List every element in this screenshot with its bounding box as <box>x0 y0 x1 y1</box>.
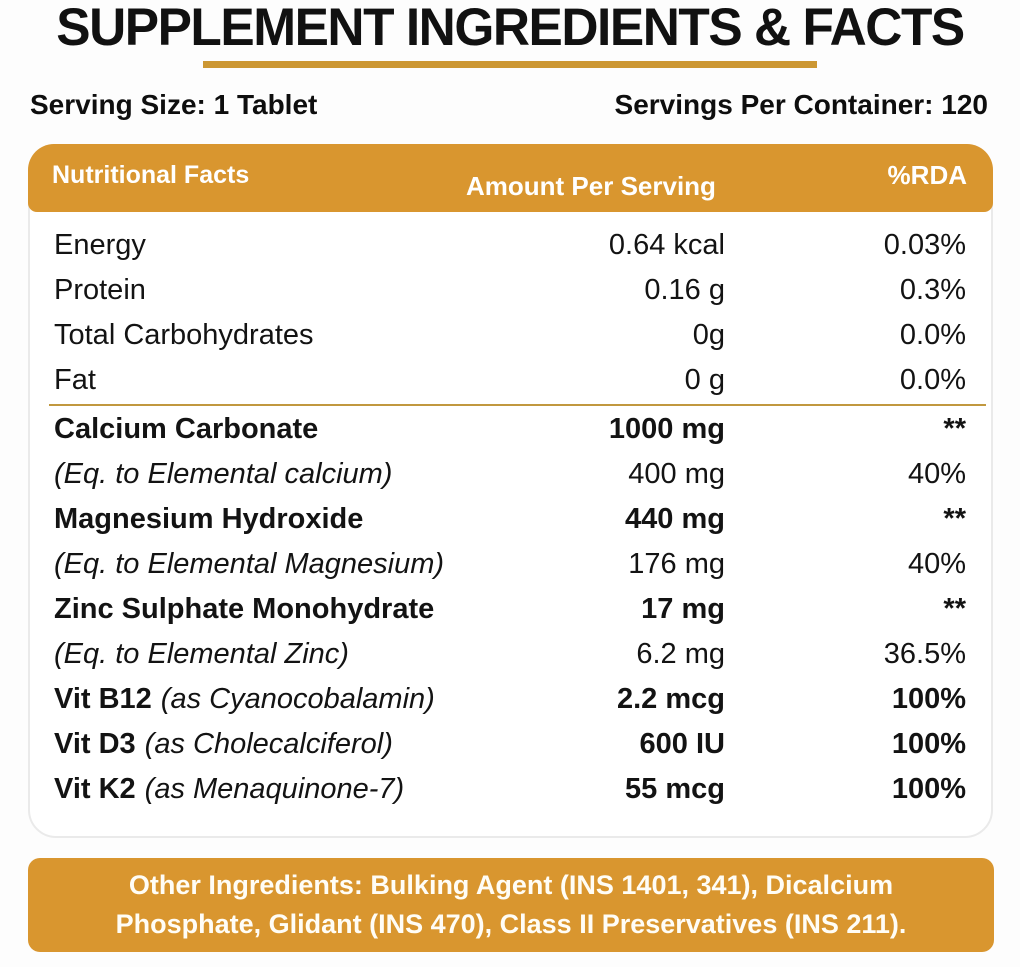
ingredient-name: Calcium Carbonate <box>54 413 319 445</box>
ingredient-rda: 40% <box>907 548 966 580</box>
table-row: (Eq. to Elemental Magnesium) 176 mg 40% <box>30 542 991 587</box>
ingredient-rda: 40% <box>907 458 966 490</box>
table-row: Vit B12 (as Cyanocobalamin) 2.2 mcg 100% <box>30 677 991 722</box>
other-ingredients-text: Other Ingredients: Bulking Agent (INS 14… <box>115 869 907 939</box>
ingredient-amount: 17 mg <box>641 593 725 625</box>
table-row: (Eq. to Elemental calcium) 400 mg 40% <box>30 452 991 497</box>
table-row: Energy 0.64 kcal 0.03% <box>30 223 991 268</box>
ingredient-amount: 0.64 kcal <box>608 229 725 261</box>
ingredient-amount: 176 mg <box>628 548 725 580</box>
table-row: Total Carbohydrates 0g 0.0% <box>30 313 991 358</box>
ingredient-amount: 440 mg <box>625 503 725 535</box>
ingredient-rda: 100% <box>891 773 966 805</box>
table-row: (Eq. to Elemental Zinc) 6.2 mg 36.5% <box>30 632 991 677</box>
ingredient-name: Fat <box>54 364 96 396</box>
header-rda: %RDA <box>887 160 967 190</box>
ingredient-rda: 0.0% <box>899 319 966 351</box>
facts-table-body: Energy 0.64 kcal 0.03% Protein 0.16 g 0.… <box>30 212 991 812</box>
ingredient-rda: ** <box>943 593 966 625</box>
header-amount-per-serving: Amount Per Serving <box>466 171 716 201</box>
table-row: Protein 0.16 g 0.3% <box>30 268 991 313</box>
ingredient-rda: 36.5% <box>883 638 966 670</box>
ingredient-rda: 100% <box>891 728 966 760</box>
ingredient-name: Magnesium Hydroxide <box>54 503 364 535</box>
ingredient-rda: ** <box>943 413 966 445</box>
ingredient-rda: 100% <box>891 683 966 715</box>
section-separator-line <box>49 404 986 406</box>
ingredient-name: (Eq. to Elemental Magnesium) <box>54 548 445 580</box>
ingredient-amount: 0 g <box>684 364 725 396</box>
ingredient-name: Energy <box>54 229 146 261</box>
ingredient-amount: 55 mcg <box>625 773 725 805</box>
ingredient-amount: 0g <box>692 319 725 351</box>
table-row: Fat 0 g 0.0% <box>30 358 991 403</box>
ingredient-name: (Eq. to Elemental calcium) <box>54 458 393 490</box>
header-nutritional-facts: Nutritional Facts <box>52 161 250 189</box>
servings-per-container-label: Servings Per Container: 120 <box>614 89 988 120</box>
ingredient-amount: 2.2 mcg <box>617 683 725 715</box>
serving-info-row: Serving Size: 1 Tablet Servings Per Cont… <box>30 89 988 121</box>
ingredient-amount: 400 mg <box>628 458 725 490</box>
ingredient-name: Vit D3 (as Cholecalciferol) <box>54 728 393 760</box>
table-row: Calcium Carbonate 1000 mg ** <box>30 407 991 452</box>
title-underline <box>203 61 817 68</box>
ingredient-rda: ** <box>943 503 966 535</box>
other-ingredients-box: Other Ingredients: Bulking Agent (INS 14… <box>28 858 994 952</box>
ingredient-name: Zinc Sulphate Monohydrate <box>54 593 435 625</box>
ingredient-amount: 0.16 g <box>644 274 725 306</box>
ingredient-amount: 6.2 mg <box>636 638 725 670</box>
table-row: Zinc Sulphate Monohydrate 17 mg ** <box>30 587 991 632</box>
nutritional-facts-card: Nutritional Facts Amount Per Serving %RD… <box>28 144 993 838</box>
ingredient-name: (Eq. to Elemental Zinc) <box>54 638 349 670</box>
ingredient-name: Protein <box>54 274 146 306</box>
table-row: Vit K2 (as Menaquinone-7) 55 mcg 100% <box>30 767 991 812</box>
ingredient-rda: 0.0% <box>899 364 966 396</box>
ingredient-name: Vit B12 (as Cyanocobalamin) <box>54 683 435 715</box>
ingredient-amount: 600 IU <box>639 728 725 760</box>
ingredient-amount: 1000 mg <box>608 413 725 445</box>
table-row: Magnesium Hydroxide 440 mg ** <box>30 497 991 542</box>
ingredient-rda: 0.3% <box>899 274 966 306</box>
ingredient-name: Total Carbohydrates <box>54 319 314 351</box>
facts-table-header: Nutritional Facts Amount Per Serving %RD… <box>28 144 993 212</box>
page-title: SUPPLEMENT INGREDIENTS & FACTS <box>56 0 965 57</box>
ingredient-name: Vit K2 (as Menaquinone-7) <box>54 773 405 805</box>
table-row: Vit D3 (as Cholecalciferol) 600 IU 100% <box>30 722 991 767</box>
ingredient-rda: 0.03% <box>883 229 966 261</box>
serving-size-label: Serving Size: 1 Tablet <box>30 89 318 120</box>
